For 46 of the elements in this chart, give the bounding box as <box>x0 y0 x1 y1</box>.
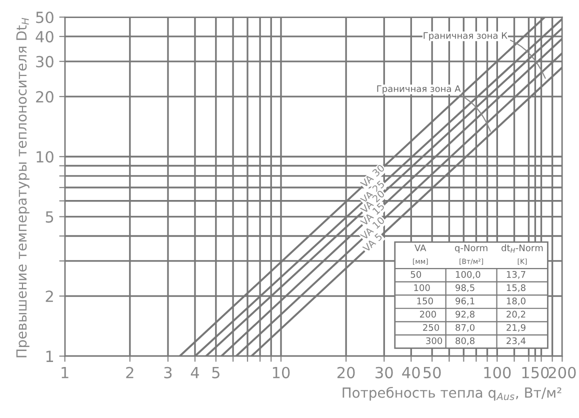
annotation: 300 <box>426 337 442 344</box>
y-tick-label: 20 <box>36 91 54 103</box>
y-tick-label: 40 <box>36 30 54 42</box>
annotation: 250 <box>423 324 440 331</box>
y-tick-label: 50 <box>36 12 54 24</box>
annotation: 21,9 <box>506 324 526 332</box>
annotation: 150 <box>417 298 433 304</box>
x-tick-label: 150 <box>522 366 549 378</box>
annotation: Граничная зона А <box>377 85 461 94</box>
x-tick-label: 50 <box>424 366 441 378</box>
x-tick-label: 30 <box>376 366 393 378</box>
y-axis-title: Превышение температуры теплоносителя Dt$_{H}$ <box>16 18 30 358</box>
x-tick-label: 1 <box>62 367 68 378</box>
y-tick-label: 10 <box>36 151 54 163</box>
y-tick-label: 5 <box>46 211 54 223</box>
x-axis-title: Потребность тепла q$_{Aus}$, Вт/м² <box>342 386 562 401</box>
annotation: 200 <box>420 310 436 318</box>
x-tick-label: 200 <box>548 366 576 378</box>
y-tick-label: 2 <box>46 290 53 302</box>
x-tick-label: 3 <box>164 366 172 378</box>
annotation: 100 <box>414 284 430 292</box>
annotation: Граничная зона К <box>424 32 508 41</box>
x-tick-label: 40 <box>402 366 420 378</box>
annotation: q-Norm <box>454 244 488 254</box>
y-tick-label: 1 <box>46 350 54 362</box>
annotation: dt$_{H}$-Norm <box>502 244 543 253</box>
x-tick-label: 10 <box>272 366 290 378</box>
annotation: 18,0 <box>506 298 526 306</box>
annotation: 13,7 <box>506 270 526 279</box>
annotation: 92,8 <box>456 310 474 319</box>
y-tick-label: 30 <box>36 56 54 68</box>
annotation: 100,0 <box>456 270 480 279</box>
annotation: 87,0 <box>456 324 475 332</box>
annotation: 23,4 <box>506 337 526 346</box>
x-tick-label: 20 <box>337 366 355 378</box>
annotation: 20,2 <box>506 310 526 319</box>
annotation: 15,8 <box>506 284 526 292</box>
x-tick-label: 2 <box>126 366 134 378</box>
x-tick-label: 4 <box>190 367 199 378</box>
x-tick-label: 100 <box>484 366 511 378</box>
annotation: 98,5 <box>456 284 474 292</box>
annotation: 80,8 <box>456 337 474 346</box>
annotation: VA <box>414 244 426 252</box>
x-tick-label: 5 <box>212 367 220 378</box>
annotation: 50 <box>410 270 422 278</box>
annotation: 96,1 <box>456 298 474 306</box>
